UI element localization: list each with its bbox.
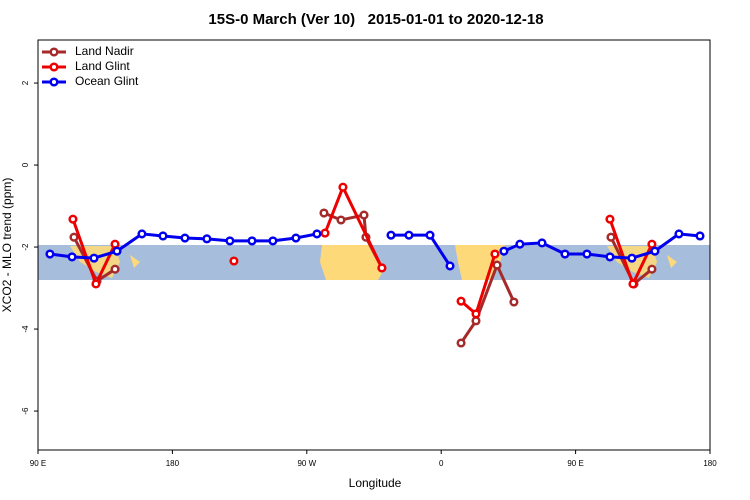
point bbox=[628, 279, 638, 289]
point bbox=[68, 214, 78, 224]
point bbox=[509, 297, 519, 307]
point bbox=[45, 249, 55, 259]
point bbox=[471, 309, 481, 319]
point bbox=[386, 230, 396, 240]
y-tick-label: 2 bbox=[21, 80, 30, 85]
point bbox=[674, 229, 684, 239]
x-tick-label: 180 bbox=[166, 459, 180, 468]
point bbox=[499, 246, 509, 256]
point bbox=[445, 261, 455, 271]
point bbox=[537, 238, 547, 248]
point bbox=[336, 215, 346, 225]
point bbox=[112, 246, 122, 256]
point bbox=[582, 249, 592, 259]
y-axis-label: XCO2 - MLO trend (ppm) bbox=[0, 178, 14, 313]
y-tick-label: 0 bbox=[21, 162, 30, 167]
point bbox=[268, 236, 278, 246]
legend-marker bbox=[49, 62, 59, 72]
point bbox=[67, 252, 77, 262]
x-tick-label: 90 W bbox=[297, 459, 316, 468]
point bbox=[180, 233, 190, 243]
legend-label: Land Nadir bbox=[75, 44, 134, 58]
x-tick-label: 0 bbox=[439, 459, 444, 468]
legend-label: Ocean Glint bbox=[75, 74, 139, 88]
point bbox=[425, 230, 435, 240]
point bbox=[291, 233, 301, 243]
y-tick-label: -4 bbox=[21, 325, 30, 333]
x-tick-label: 90 E bbox=[30, 459, 46, 468]
x-tick-label: 90 E bbox=[567, 459, 583, 468]
point bbox=[647, 239, 657, 249]
point bbox=[320, 228, 330, 238]
legend-marker bbox=[49, 77, 59, 87]
point bbox=[606, 232, 616, 242]
point bbox=[338, 182, 348, 192]
plot-frame bbox=[37, 39, 711, 451]
point bbox=[650, 246, 660, 256]
point bbox=[359, 210, 369, 220]
x-tick-label: 180 bbox=[703, 459, 717, 468]
point bbox=[202, 234, 212, 244]
point bbox=[110, 264, 120, 274]
y-tick-label: -6 bbox=[21, 407, 30, 415]
point bbox=[492, 260, 502, 270]
point bbox=[456, 338, 466, 348]
point bbox=[490, 249, 500, 259]
point bbox=[515, 239, 525, 249]
point bbox=[229, 256, 239, 266]
point bbox=[456, 296, 466, 306]
point bbox=[69, 232, 79, 242]
point bbox=[110, 239, 120, 249]
point bbox=[404, 230, 414, 240]
point bbox=[695, 231, 705, 241]
point bbox=[627, 253, 637, 263]
y-tick-label: -2 bbox=[21, 243, 30, 251]
point bbox=[471, 316, 481, 326]
chart-title: 15S-0 March (Ver 10) 2015-01-01 to 2020-… bbox=[208, 11, 543, 28]
legend-marker bbox=[49, 47, 59, 57]
point bbox=[377, 263, 387, 273]
point bbox=[647, 264, 657, 274]
point bbox=[247, 236, 257, 246]
x-axis-label: Longitude bbox=[349, 476, 402, 490]
point bbox=[158, 231, 168, 241]
point bbox=[605, 214, 615, 224]
point bbox=[605, 252, 615, 262]
legend-label: Land Glint bbox=[75, 59, 130, 73]
point bbox=[225, 236, 235, 246]
point bbox=[89, 253, 99, 263]
point bbox=[91, 279, 101, 289]
point bbox=[137, 229, 147, 239]
point bbox=[319, 208, 329, 218]
point bbox=[312, 229, 322, 239]
point bbox=[560, 249, 570, 259]
